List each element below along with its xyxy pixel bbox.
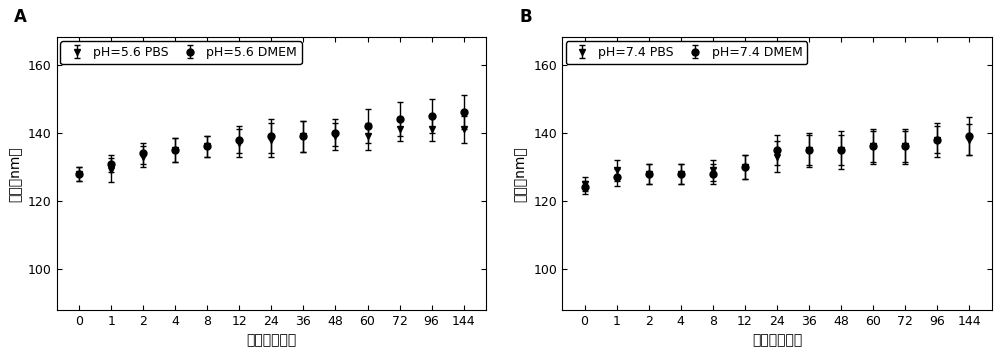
- Text: A: A: [14, 9, 27, 26]
- Legend: pH=7.4 PBS, pH=7.4 DMEM: pH=7.4 PBS, pH=7.4 DMEM: [566, 41, 807, 64]
- Legend: pH=5.6 PBS, pH=5.6 DMEM: pH=5.6 PBS, pH=5.6 DMEM: [60, 41, 302, 64]
- X-axis label: 时间（小时）: 时间（小时）: [752, 334, 802, 348]
- Text: B: B: [519, 9, 532, 26]
- Y-axis label: 粒径（nm）: 粒径（nm）: [8, 146, 22, 201]
- Y-axis label: 粒径（nm）: 粒径（nm）: [514, 146, 528, 201]
- X-axis label: 时间（小时）: 时间（小时）: [246, 334, 296, 348]
